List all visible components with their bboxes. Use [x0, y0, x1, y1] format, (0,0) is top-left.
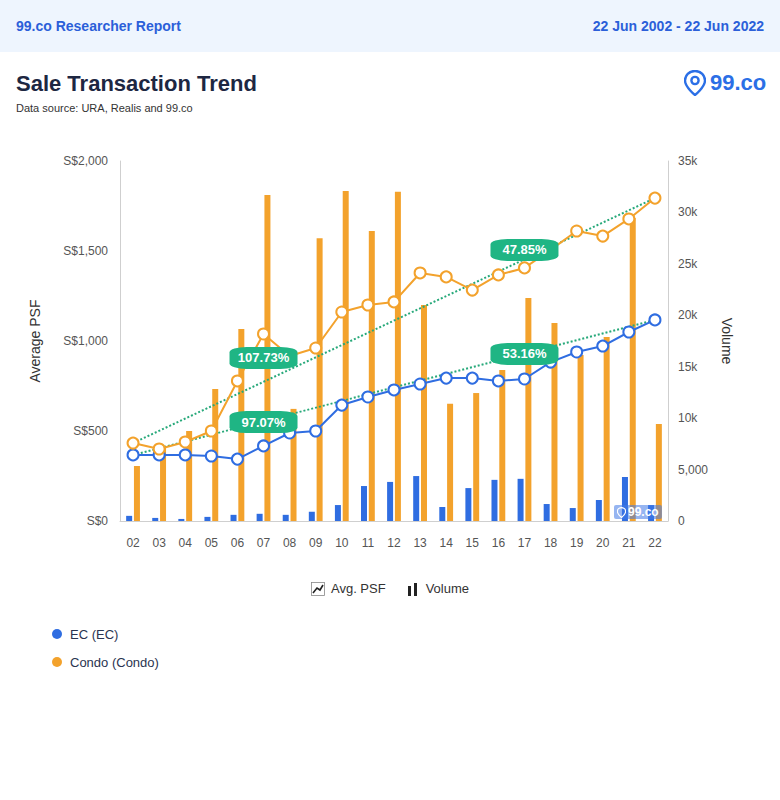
html-text:Sale Transaction Trend: Sale Transaction Trend: [16, 71, 257, 96]
html-text:EC (EC): EC (EC): [70, 626, 119, 642]
svg-text:10: 10: [335, 536, 349, 550]
svg-text:Average PSF: Average PSF: [27, 299, 43, 382]
html-text:Avg. PSF: Avg. PSF: [331, 581, 386, 596]
svg-text:13: 13: [413, 536, 427, 550]
svg-text:10k: 10k: [678, 411, 698, 425]
svg-text:53.16%: 53.16%: [502, 346, 547, 361]
html-text:Data source: URA, Realis and 9: Data source: URA, Realis and 99.co: [16, 102, 193, 114]
svg-text:20k: 20k: [678, 308, 698, 322]
svg-text:14: 14: [440, 536, 454, 550]
svg-text:21: 21: [622, 536, 636, 550]
svg-text:09: 09: [309, 536, 323, 550]
svg-text:20: 20: [596, 536, 610, 550]
svg-text:S$1,000: S$1,000: [63, 334, 108, 348]
svg-text:107.73%: 107.73%: [238, 350, 290, 365]
svg-text:06: 06: [231, 536, 245, 550]
svg-text:Volume: Volume: [719, 318, 735, 365]
svg-text:05: 05: [205, 536, 219, 550]
html-text:Volume: Volume: [425, 581, 469, 596]
svg-text:97.07%: 97.07%: [241, 415, 286, 430]
svg-text:5,000: 5,000: [678, 463, 708, 477]
svg-text:15: 15: [466, 536, 480, 550]
svg-text:12: 12: [387, 536, 401, 550]
svg-text:08: 08: [283, 536, 297, 550]
svg-text:17: 17: [518, 536, 532, 550]
svg-text:02: 02: [126, 536, 140, 550]
html-text:Condo (Condo): Condo (Condo): [70, 654, 159, 670]
svg-text:S$0: S$0: [87, 514, 109, 528]
svg-text:04: 04: [179, 536, 193, 550]
svg-text:25k: 25k: [678, 257, 698, 271]
html-text:99.co Researcher Report: 99.co Researcher Report: [16, 18, 181, 34]
svg-text:S$500: S$500: [73, 424, 108, 438]
svg-text:03: 03: [152, 536, 166, 550]
svg-text:22: 22: [648, 536, 662, 550]
svg-text:19: 19: [570, 536, 584, 550]
html-text:99.co: 99.co: [628, 505, 659, 519]
svg-text:47.85%: 47.85%: [502, 242, 547, 257]
svg-text:07: 07: [257, 536, 271, 550]
svg-text:30k: 30k: [678, 205, 698, 219]
svg-text:15k: 15k: [678, 360, 698, 374]
svg-text:18: 18: [544, 536, 558, 550]
html-text:99.co: 99.co: [710, 70, 767, 95]
svg-text:S$2,000: S$2,000: [63, 154, 108, 168]
svg-text:16: 16: [492, 536, 506, 550]
svg-text:0: 0: [678, 514, 685, 528]
svg-text:S$1,500: S$1,500: [63, 244, 108, 258]
svg-text:11: 11: [362, 536, 375, 550]
html-text:22 Jun 2002 - 22 Jun 2022: 22 Jun 2002 - 22 Jun 2022: [592, 18, 764, 34]
svg-text:35k: 35k: [678, 154, 698, 168]
